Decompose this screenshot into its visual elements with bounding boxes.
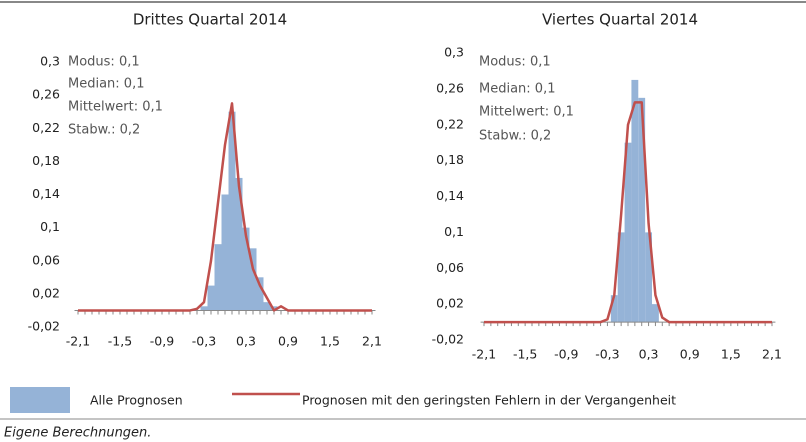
y-tick-label: 0,06 — [32, 252, 60, 267]
bar — [631, 79, 639, 323]
y-tick-label: 0,3 — [40, 54, 60, 69]
bar — [645, 232, 652, 323]
annotation: Stabw.: 0,2 — [68, 123, 140, 138]
chart-title: Drittes Quartal 2014 — [133, 11, 287, 29]
bar — [214, 244, 222, 311]
bar — [200, 306, 208, 311]
annotation: Modus: 0,1 — [479, 55, 551, 70]
legend-label: Prognosen mit den geringsten Fehlern in … — [302, 393, 676, 408]
y-tick-label: 0,18 — [436, 152, 464, 167]
annotation: Mittelwert: 0,1 — [68, 100, 163, 115]
y-tick-label: 0,22 — [32, 120, 60, 135]
x-tick-label: -1,5 — [513, 347, 537, 362]
y-tick-label: -0,02 — [432, 332, 464, 347]
source-note: Eigene Berechnungen. — [4, 426, 151, 441]
line — [78, 102, 372, 312]
annotation: Modus: 0,1 — [68, 55, 140, 70]
annotation: Median: 0,1 — [479, 82, 555, 97]
bar — [242, 227, 250, 311]
legend-label: Alle Prognosen — [90, 393, 183, 408]
line — [484, 101, 772, 324]
bar — [221, 194, 229, 311]
x-tick-label: 0,3 — [236, 334, 256, 349]
bar — [617, 232, 625, 323]
x-tick-label: 0,9 — [680, 347, 700, 362]
bar — [610, 295, 618, 323]
bar — [249, 248, 257, 311]
bar — [235, 177, 243, 311]
bar — [624, 142, 632, 323]
y-tick-label: 0,06 — [436, 260, 464, 275]
bar — [638, 97, 646, 323]
y-tick-label: 0,14 — [436, 188, 464, 203]
bar — [263, 302, 271, 311]
x-tick-label: -0,9 — [554, 347, 578, 362]
x-tick-label: 1,5 — [721, 347, 741, 362]
y-tick-label: 0,26 — [436, 80, 464, 95]
x-tick-label: -2,1 — [472, 347, 496, 362]
x-tick-label: 2,1 — [362, 334, 382, 349]
y-tick-label: 0,02 — [436, 296, 464, 311]
y-tick-label: 0,18 — [32, 153, 60, 168]
legend-swatch — [10, 387, 70, 413]
bar — [228, 111, 236, 311]
bar — [652, 304, 659, 323]
bar — [256, 277, 264, 311]
x-tick-label: 1,5 — [320, 334, 340, 349]
x-tick-label: -0,3 — [595, 347, 619, 362]
y-tick-label: -0,02 — [28, 319, 60, 334]
y-tick-label: 0,26 — [32, 87, 60, 102]
y-tick-label: 0,14 — [32, 186, 60, 201]
annotation: Median: 0,1 — [68, 77, 144, 92]
x-tick-label: -0,9 — [150, 334, 174, 349]
x-tick-label: -0,3 — [192, 334, 216, 349]
annotation: Mittelwert: 0,1 — [479, 105, 574, 120]
y-tick-label: 0,1 — [40, 219, 60, 234]
x-tick-label: 2,1 — [762, 347, 782, 362]
x-tick-label: 0,3 — [639, 347, 659, 362]
annotation: Stabw.: 0,2 — [479, 129, 551, 144]
bar — [207, 285, 215, 311]
x-tick-label: -2,1 — [66, 334, 90, 349]
y-tick-label: 0,1 — [444, 224, 464, 239]
y-tick-label: 0,02 — [32, 285, 60, 300]
y-tick-label: 0,3 — [444, 45, 464, 60]
x-tick-label: -1,5 — [108, 334, 132, 349]
chart-title: Viertes Quartal 2014 — [542, 11, 698, 29]
y-tick-label: 0,22 — [436, 116, 464, 131]
x-tick-label: 0,9 — [278, 334, 298, 349]
